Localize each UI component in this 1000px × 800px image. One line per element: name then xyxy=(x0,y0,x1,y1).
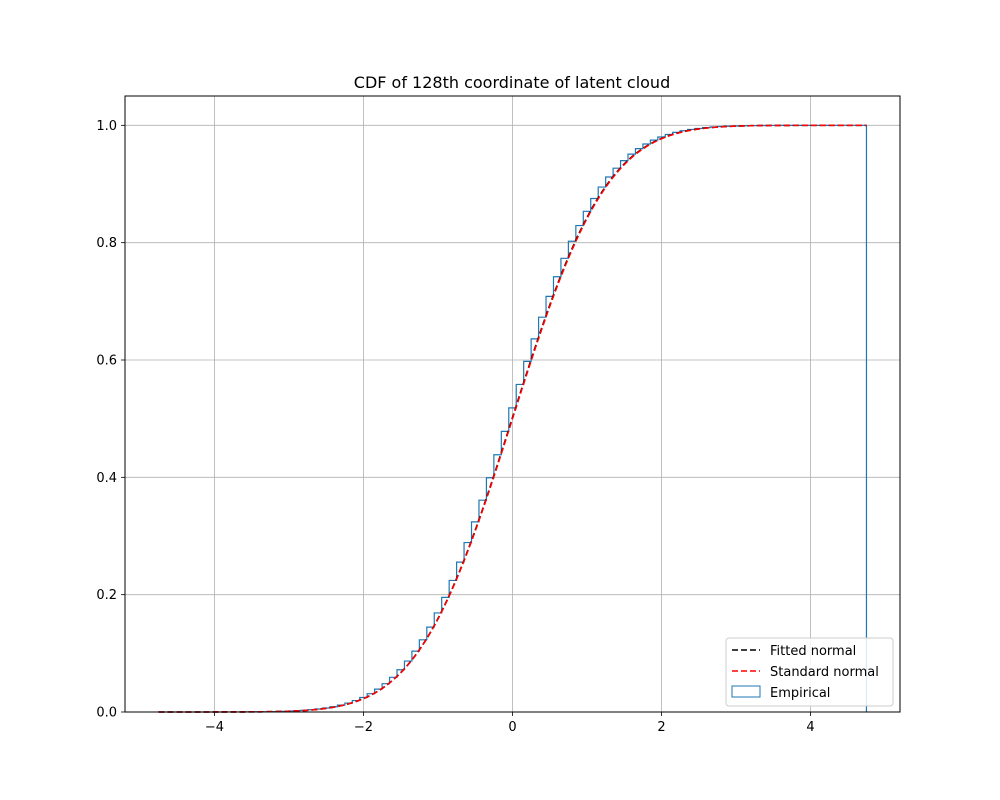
y-tick-label: 0.4 xyxy=(96,471,117,486)
legend-box xyxy=(725,637,894,707)
x-tick-label: 4 xyxy=(806,720,814,735)
chart-title: CDF of 128th coordinate of latent cloud xyxy=(354,73,670,92)
legend-swatch-empirical xyxy=(731,685,761,698)
plot-frame xyxy=(124,95,901,713)
legend-label-standard-normal: Standard normal xyxy=(770,665,879,680)
legend: Fitted normal Standard normal Empirical xyxy=(725,637,894,707)
y-tick-label: 0.0 xyxy=(96,706,117,721)
legend-label-empirical: Empirical xyxy=(770,686,830,701)
y-tick-label: 0.6 xyxy=(96,354,117,369)
legend-label-fitted-normal: Fitted normal xyxy=(770,644,856,659)
axis-ticks: −4 −2 0 2 4 0.0 0.2 0.4 0.6 0.8 1.0 xyxy=(96,119,814,735)
y-tick-label: 0.8 xyxy=(96,236,117,251)
y-tick-label: 1.0 xyxy=(96,119,117,134)
x-tick-label: 2 xyxy=(657,720,665,735)
x-tick-label: −2 xyxy=(354,720,373,735)
x-tick-label: 0 xyxy=(508,720,516,735)
x-tick-label: −4 xyxy=(205,720,224,735)
y-tick-label: 0.2 xyxy=(96,588,117,603)
